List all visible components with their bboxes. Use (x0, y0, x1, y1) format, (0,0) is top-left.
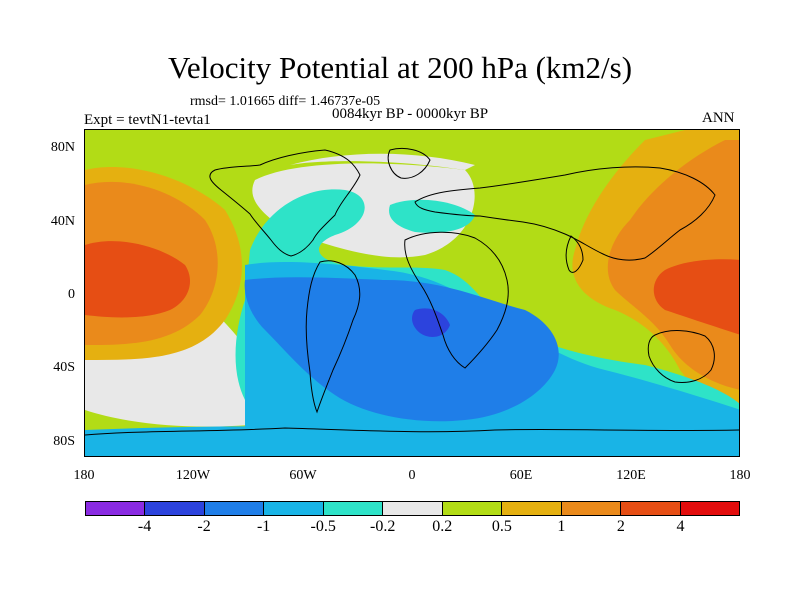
lon-tick-60e: 60E (509, 468, 533, 483)
colorbar-label: 2 (616, 518, 625, 535)
coastline-africa (404, 231, 509, 369)
lon-tick-120w: 120W (175, 468, 211, 483)
colorbar-label: -1 (256, 518, 271, 535)
lon-tick-180e: 180 (729, 468, 751, 483)
colorbar-label: 4 (676, 518, 685, 535)
coastline-eurasia (414, 166, 716, 261)
colorbar-swatch (561, 502, 622, 515)
coastline-australia (647, 330, 715, 383)
colorbar-swatch (621, 502, 681, 515)
colorbar-label: -4 (137, 518, 152, 535)
field-positive-east-pacific-4 (653, 259, 739, 335)
coastlines (85, 147, 739, 436)
field-negative-north-atlantic-lobe (389, 199, 475, 233)
rmsd-diff-stats: rmsd= 1.01665 diff= 1.46737e-05 (190, 94, 381, 109)
colorbar-swatch (442, 502, 503, 515)
experiment-label: Expt = tevtN1-tevta1 (84, 112, 211, 128)
period-label: 0084kyr BP - 0000kyr BP (331, 106, 489, 122)
colorbar-swatch (204, 502, 265, 515)
velocity-potential-map (84, 129, 740, 457)
colorbar (85, 501, 740, 516)
coastline-south-america (305, 260, 361, 414)
lat-tick-80s: 80S (53, 434, 75, 449)
lon-tick-180w: 180 (73, 468, 95, 483)
colorbar-label: -2 (197, 518, 211, 535)
field-negative-south-band (85, 426, 739, 456)
lat-tick-40s: 40S (53, 360, 75, 375)
lon-tick-0: 0 (408, 468, 416, 483)
coastline-greenland (387, 147, 431, 179)
lat-tick-equator: 0 (68, 287, 75, 302)
lat-tick-80n: 80N (50, 140, 75, 155)
colorbar-swatch (86, 502, 146, 515)
coastline-indian-subcontinent (565, 235, 584, 273)
coastline-antarctica (85, 427, 739, 436)
plot-title: Velocity Potential at 200 hPa (km2/s) (167, 50, 633, 85)
lat-tick-40n: 40N (50, 214, 75, 229)
field-negative-core (412, 308, 450, 337)
season-label: ANN (702, 110, 735, 126)
colorbar-swatch (264, 502, 324, 515)
colorbar-label: -0.2 (370, 518, 396, 535)
colorbar-label: 0.2 (432, 518, 453, 535)
coastline-north-america (209, 149, 361, 257)
colorbar-swatch (383, 502, 443, 515)
colorbar-swatch (145, 502, 205, 515)
colorbar-swatch (680, 502, 739, 515)
lon-tick-120e: 120E (616, 468, 646, 483)
field-positive-east-pacific-2 (607, 140, 739, 390)
colorbar-label: -0.5 (310, 518, 336, 535)
colorbar-label: 1 (557, 518, 566, 535)
colorbar-swatch (323, 502, 384, 515)
colorbar-swatch (502, 502, 562, 515)
field-negative-inner (244, 277, 559, 422)
field-neutral-south-band (85, 375, 285, 427)
lon-tick-60w: 60W (289, 468, 317, 483)
colorbar-label: 0.5 (491, 518, 512, 535)
field-positive-west-pacific-4 (85, 241, 190, 318)
